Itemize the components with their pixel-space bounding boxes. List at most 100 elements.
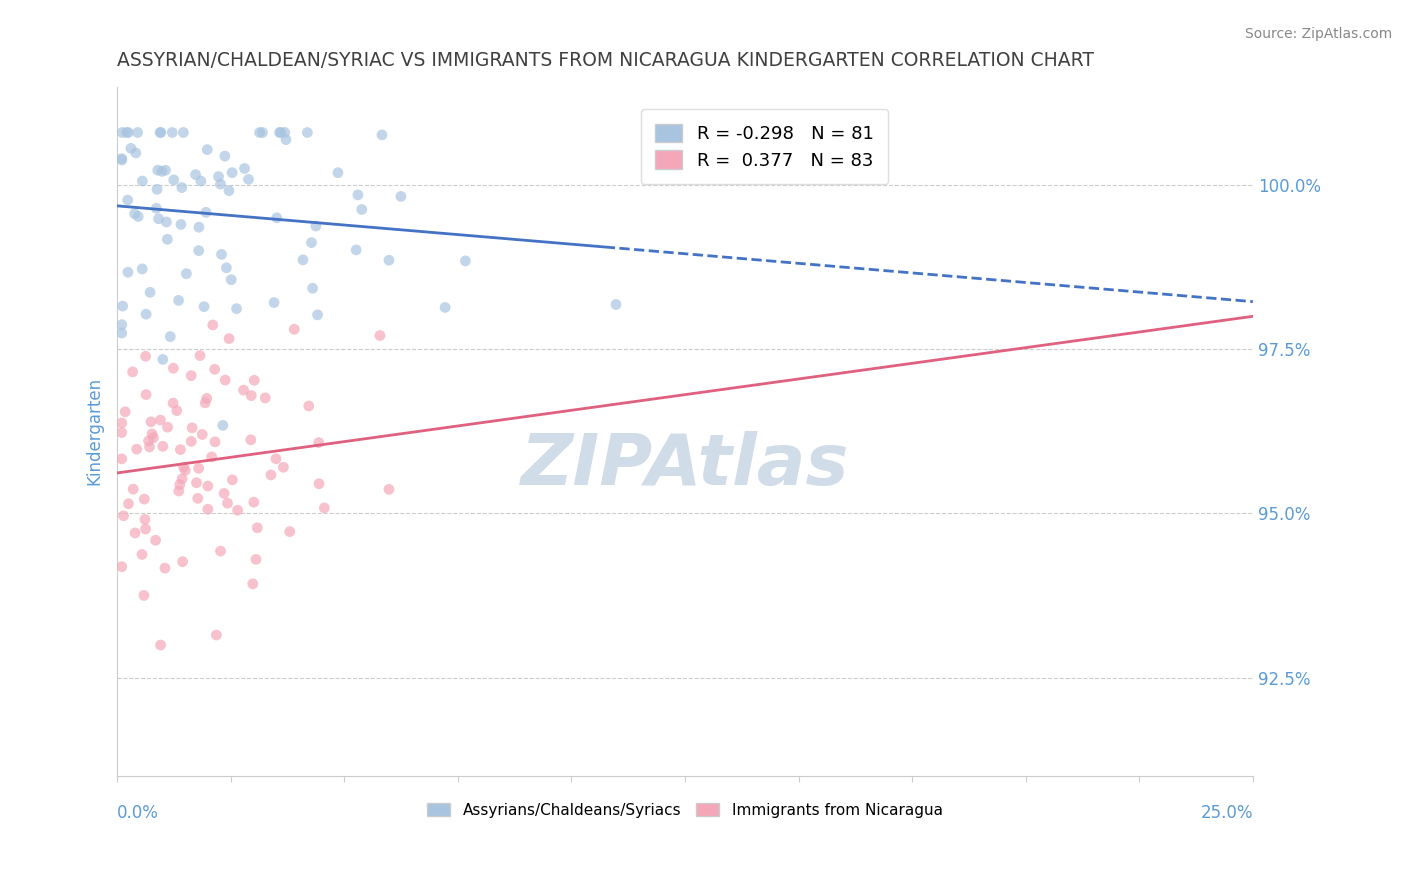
Point (125, 442, 148, 457)
Point (243, 495, 266, 509)
Point (211, 418, 233, 433)
Point (201, 318, 224, 332)
Point (174, 463, 197, 477)
Point (149, 126, 172, 140)
Text: ASSYRIAN/CHALDEAN/SYRIAC VS IMMIGRANTS FROM NICARAGUA KINDERGARTEN CORRELATION C: ASSYRIAN/CHALDEAN/SYRIAC VS IMMIGRANTS F… (117, 51, 1094, 70)
Point (239, 433, 262, 447)
Point (243, 373, 266, 387)
Text: 25.0%: 25.0% (1201, 804, 1253, 822)
Point (218, 184, 240, 198)
Point (115, 126, 138, 140)
Point (605, 297, 627, 311)
Point (162, 361, 184, 376)
Point (226, 503, 249, 517)
Point (193, 300, 215, 314)
Point (111, 451, 134, 466)
Point (187, 491, 209, 506)
Point (270, 126, 292, 140)
Point (117, 265, 139, 279)
Point (114, 405, 136, 419)
Point (111, 326, 134, 340)
Point (197, 502, 219, 516)
Point (205, 628, 228, 642)
Point (135, 522, 157, 536)
Point (155, 215, 177, 229)
Point (269, 126, 291, 140)
Point (240, 388, 263, 402)
Point (160, 126, 183, 140)
Point (249, 126, 271, 140)
Point (260, 467, 283, 482)
Point (214, 373, 236, 387)
Point (150, 164, 173, 178)
Point (122, 482, 145, 496)
Point (176, 267, 198, 281)
Point (156, 232, 179, 246)
Point (117, 497, 139, 511)
Point (111, 425, 134, 440)
Point (252, 126, 274, 140)
Point (180, 368, 202, 383)
Point (190, 174, 212, 188)
Point (163, 173, 186, 187)
Point (263, 295, 285, 310)
Point (326, 166, 349, 180)
Point (169, 442, 191, 457)
Point (194, 396, 217, 410)
Point (195, 205, 218, 219)
Point (138, 434, 160, 448)
Point (344, 243, 367, 257)
Point (111, 318, 134, 332)
Point (125, 145, 148, 160)
Point (209, 544, 232, 558)
Point (146, 163, 169, 178)
Point (117, 193, 139, 207)
Point (117, 126, 139, 140)
Point (221, 166, 243, 180)
Point (371, 128, 394, 142)
Point (139, 415, 162, 429)
Point (214, 149, 236, 163)
Point (350, 202, 373, 217)
Point (197, 479, 219, 493)
Point (149, 413, 172, 427)
Point (172, 472, 194, 486)
Y-axis label: Kindergarten: Kindergarten (86, 377, 103, 485)
Point (378, 253, 401, 268)
Point (135, 387, 157, 401)
Point (170, 180, 193, 194)
Point (298, 399, 321, 413)
Point (162, 396, 184, 410)
Point (159, 329, 181, 343)
Point (111, 559, 134, 574)
Point (170, 218, 193, 232)
Point (121, 365, 143, 379)
Point (111, 416, 134, 430)
Point (148, 211, 170, 226)
Point (233, 161, 256, 176)
Point (146, 182, 169, 196)
Point (245, 552, 267, 566)
Point (209, 177, 232, 191)
Point (274, 133, 297, 147)
Point (167, 483, 190, 498)
Point (132, 589, 155, 603)
Point (266, 211, 288, 225)
Point (141, 426, 163, 441)
Point (232, 383, 254, 397)
Point (180, 434, 202, 449)
Point (207, 169, 229, 184)
Point (201, 450, 224, 464)
Point (291, 252, 314, 267)
Legend: Assyrians/Chaldeans/Syriacs, Immigrants from Nicaragua: Assyrians/Chaldeans/Syriacs, Immigrants … (422, 797, 949, 823)
Point (139, 285, 162, 300)
Point (135, 307, 157, 321)
Point (195, 392, 218, 406)
Point (278, 524, 301, 539)
Point (186, 475, 208, 490)
Point (297, 126, 319, 140)
Point (218, 332, 240, 346)
Point (195, 143, 218, 157)
Point (378, 483, 401, 497)
Point (389, 189, 412, 203)
